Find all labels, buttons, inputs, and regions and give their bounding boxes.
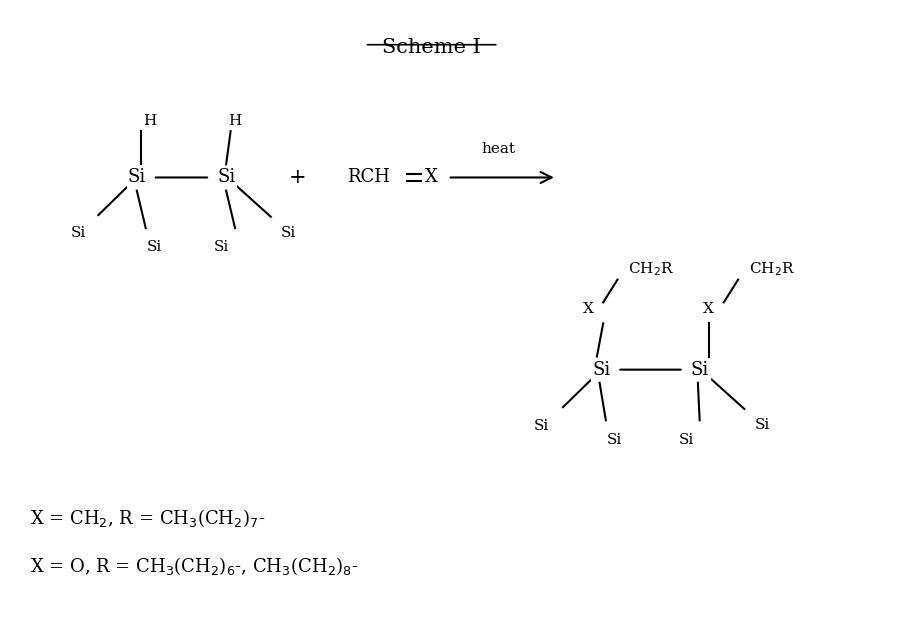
- Text: RCH: RCH: [347, 168, 389, 186]
- Text: Si: Si: [534, 420, 549, 433]
- Text: X: X: [703, 302, 714, 315]
- Text: Si: Si: [679, 433, 694, 447]
- Text: Si: Si: [754, 418, 770, 432]
- Text: X = O, R = CH$_3$(CH$_2$)$_6$-, CH$_3$(CH$_2$)$_8$-: X = O, R = CH$_3$(CH$_2$)$_6$-, CH$_3$(C…: [30, 555, 358, 577]
- Text: CH$_2$R: CH$_2$R: [628, 260, 674, 278]
- Text: Si: Si: [281, 225, 297, 239]
- Text: Si: Si: [128, 168, 146, 186]
- Text: +: +: [289, 168, 307, 187]
- Text: Si: Si: [607, 433, 622, 447]
- Text: X = CH$_2$, R = CH$_3$(CH$_2$)$_7$-: X = CH$_2$, R = CH$_3$(CH$_2$)$_7$-: [30, 507, 265, 529]
- Text: heat: heat: [482, 142, 516, 155]
- Text: H: H: [144, 114, 156, 128]
- Text: Scheme I: Scheme I: [382, 38, 481, 57]
- Text: X: X: [583, 302, 593, 315]
- Text: Si: Si: [71, 225, 86, 239]
- Text: Si: Si: [592, 361, 610, 379]
- Text: Si: Si: [147, 241, 163, 254]
- Text: Si: Si: [214, 241, 229, 254]
- Text: H: H: [228, 114, 242, 128]
- Text: Si: Si: [217, 168, 236, 186]
- Text: X: X: [424, 168, 437, 186]
- Text: Si: Si: [690, 361, 708, 379]
- Text: CH$_2$R: CH$_2$R: [749, 260, 795, 278]
